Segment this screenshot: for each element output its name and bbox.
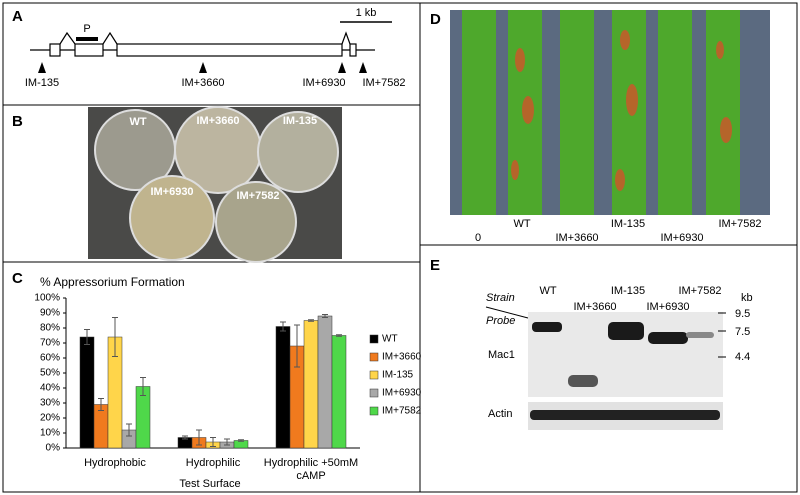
error-bar (112, 317, 118, 357)
y-tick-label: 10% (40, 428, 60, 439)
plate-label: IM-135 (283, 115, 317, 127)
bar (331, 335, 347, 449)
probe-header: Probe (486, 315, 515, 327)
lane-label: IM+7582 (718, 218, 761, 230)
error-bar (196, 429, 202, 446)
lane-label: IM+3660 (573, 301, 616, 313)
actin-band (530, 410, 720, 420)
plates (94, 106, 339, 263)
panel-label: D (430, 11, 441, 28)
y-tick-label: 90% (40, 308, 60, 319)
marker-label: 9.5 (735, 308, 750, 320)
probe-label: P (83, 23, 90, 35)
panel-label: E (430, 257, 440, 274)
lane-label: IM+7582 (678, 285, 721, 297)
legend-label: IM+6930 (382, 388, 422, 399)
lane-label: 0 (475, 232, 481, 244)
legend-label: IM+7582 (382, 406, 422, 417)
error-bar (224, 438, 230, 446)
error-bar (294, 324, 300, 368)
marker-label: 7.5 (735, 326, 750, 338)
bar (317, 315, 333, 449)
blot-bands (532, 322, 714, 387)
plate-label: WT (129, 116, 146, 128)
scale-label: 1 kb (356, 7, 377, 19)
x-tick-label: Hydrophilic (185, 457, 241, 469)
error-bar (126, 423, 132, 437)
y-tick-label: 20% (40, 413, 60, 424)
plate-label: IM+6930 (150, 186, 193, 198)
bar (93, 404, 109, 449)
lane-label: IM+3660 (555, 232, 598, 244)
legend-label: WT (382, 334, 398, 345)
lane-label: IM-135 (611, 218, 645, 230)
legend-label: IM+3660 (382, 352, 422, 363)
insertion-label: IM+7582 (362, 77, 405, 89)
plate-label: IM+3660 (196, 115, 239, 127)
leaves (462, 10, 740, 215)
error-bar (182, 435, 188, 440)
probe-name: Actin (488, 408, 512, 420)
y-tick-label: 0% (46, 443, 61, 454)
strain-header: Strain (486, 292, 515, 304)
chart-title: % Appressorium Formation (40, 275, 185, 289)
lane-label: IM+6930 (646, 301, 689, 313)
x-axis-label: Test Surface (179, 478, 240, 490)
insertion-label: IM-135 (25, 77, 59, 89)
marker-label: 4.4 (735, 351, 750, 363)
error-bar (308, 319, 314, 322)
legend-swatch (369, 352, 379, 362)
error-bar (322, 314, 328, 318)
lane-label: WT (539, 285, 556, 297)
bar (79, 336, 95, 449)
error-bar (280, 321, 286, 332)
legend-swatch (369, 406, 379, 416)
lesions (511, 30, 732, 191)
insertion-label: IM+3660 (181, 77, 224, 89)
y-tick-label: 100% (34, 293, 60, 304)
panel-frame (419, 244, 798, 493)
error-bar (98, 398, 104, 411)
panel-label: B (12, 113, 23, 130)
y-tick-label: 50% (40, 368, 60, 379)
error-bar (84, 329, 90, 345)
probe-bar (76, 37, 98, 41)
legend-swatch (369, 388, 379, 398)
unit-label: kb (741, 292, 753, 304)
error-bar (238, 439, 244, 442)
y-tick-label: 30% (40, 398, 60, 409)
bar (275, 326, 291, 449)
error-bar (210, 437, 216, 447)
error-bar (336, 334, 342, 337)
lane-label: IM+6930 (660, 232, 703, 244)
y-tick-label: 40% (40, 383, 60, 394)
y-tick-label: 80% (40, 323, 60, 334)
y-tick-label: 70% (40, 338, 60, 349)
panel-label: A (12, 8, 23, 25)
error-bar (140, 377, 146, 396)
probe-name: Mac1 (488, 349, 515, 361)
y-tick-label: 60% (40, 353, 60, 364)
panel-label: C (12, 270, 23, 287)
gene-model (30, 31, 375, 57)
plate-label: IM+7582 (236, 190, 279, 202)
lane-label: IM-135 (611, 285, 645, 297)
divider (485, 306, 529, 319)
bar (303, 320, 319, 449)
x-tick-label: Hydrophobic (84, 457, 146, 469)
insertion-label: IM+6930 (302, 77, 345, 89)
legend-label: IM-135 (382, 370, 414, 381)
legend-swatch (369, 370, 379, 380)
x-tick-label: Hydrophilic +50mM cAMP (263, 457, 359, 482)
legend-swatch (369, 334, 379, 344)
lane-label: WT (513, 218, 530, 230)
insertion-arrows (38, 62, 367, 73)
